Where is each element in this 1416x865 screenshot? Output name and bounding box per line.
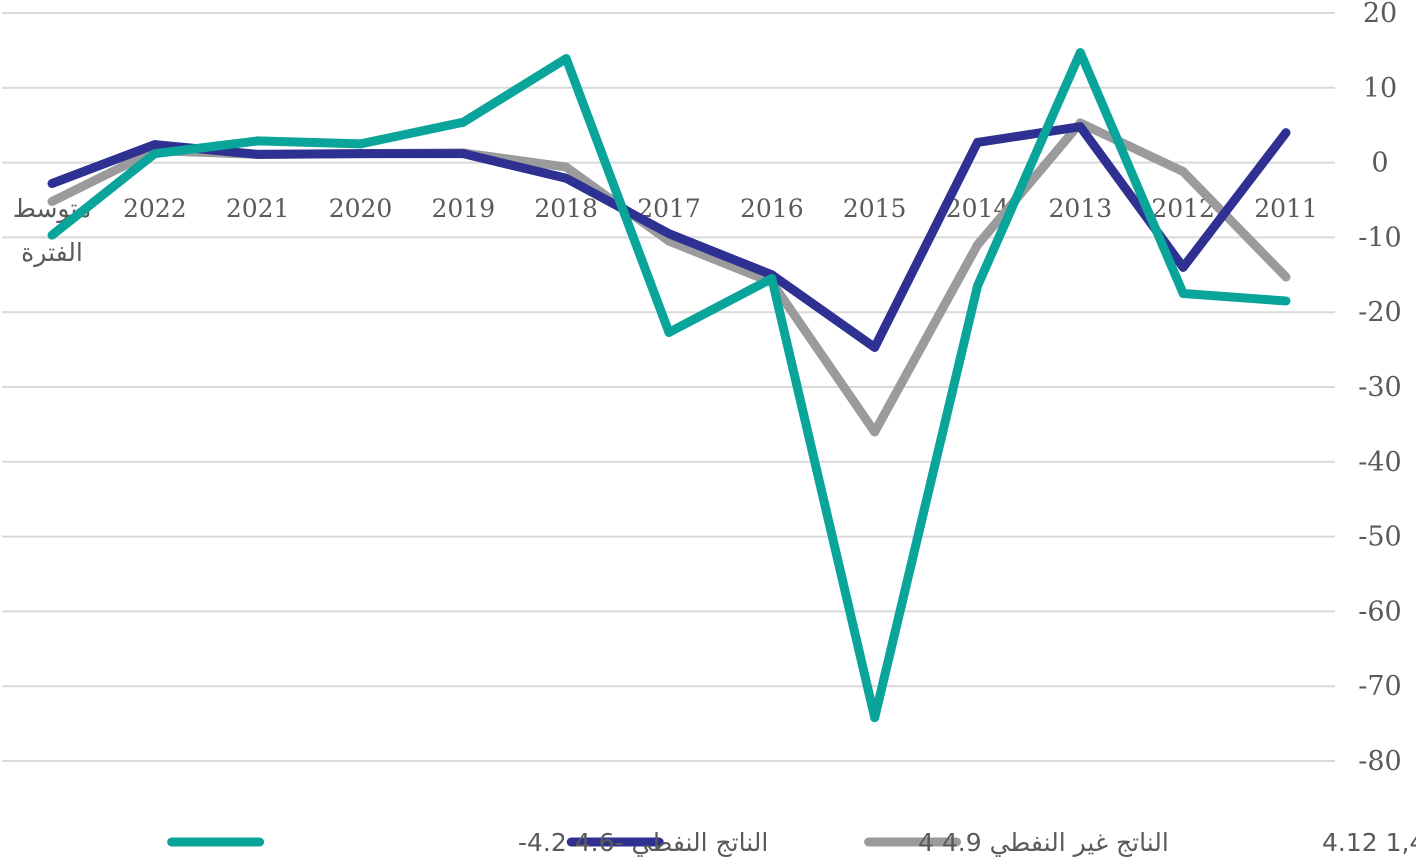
x-tick-label: 2021 <box>226 194 290 223</box>
y-tick-label: -70 <box>1358 671 1401 702</box>
gridlines <box>2 12 1335 762</box>
x-tick-label: 2020 <box>329 194 393 223</box>
data-point <box>1281 128 1291 138</box>
data-point <box>561 54 571 64</box>
legend-label: الناتج النفطي -4.6 4.2- <box>518 828 768 858</box>
x-tick-label: 2015 <box>843 194 907 223</box>
legend-item: الناتج غير النفطي 4.9 4 <box>566 828 1169 858</box>
data-point <box>973 281 982 291</box>
data-point <box>561 162 571 172</box>
data-point <box>253 149 263 159</box>
x-tick-label: 2011 <box>1254 194 1318 223</box>
y-axis-ticks: 20 10 0 -10 -20 -30 -40 -50 -60 -70 -80 <box>1358 0 1401 777</box>
y-tick-label: -40 <box>1358 447 1401 478</box>
y-tick-label: -10 <box>1358 222 1401 253</box>
y-tick-label: 0 <box>1371 148 1388 179</box>
x-tick-label: 2013 <box>1049 194 1113 223</box>
data-point <box>1178 167 1188 177</box>
data-point <box>1178 262 1188 272</box>
y-tick-label: 10 <box>1363 73 1397 104</box>
data-point <box>150 140 160 150</box>
data-point <box>870 713 880 723</box>
y-tick-label: -60 <box>1358 596 1401 627</box>
data-point <box>150 149 160 159</box>
series-line-0 <box>50 118 1290 437</box>
data-point <box>253 136 263 146</box>
data-point <box>1075 122 1085 132</box>
legend-item: الناتج النفطي -4.6 4.2- <box>167 828 768 858</box>
data-point <box>458 149 468 159</box>
y-tick-label: -50 <box>1358 522 1401 553</box>
data-point <box>47 230 57 240</box>
x-tick-label: 2016 <box>740 194 804 223</box>
data-point <box>356 149 365 159</box>
legend-label: الناتج غير النفطي 4.9 4 <box>918 828 1169 858</box>
y-tick-label: -30 <box>1358 372 1401 403</box>
x-tick-label: 2018 <box>534 194 598 223</box>
data-point <box>973 137 982 147</box>
data-point <box>47 179 57 189</box>
series-lines <box>47 48 1291 723</box>
data-point <box>870 342 880 352</box>
data-point <box>1281 272 1291 282</box>
y-tick-label: -20 <box>1358 297 1401 328</box>
legend-item: الناتج المحلى الإجمالي 1,47 4.12 <box>864 828 1416 858</box>
data-point <box>973 240 982 250</box>
data-point <box>664 229 674 239</box>
data-point <box>561 173 571 183</box>
y-tick-label: -80 <box>1358 746 1401 777</box>
data-point <box>664 327 674 337</box>
data-point <box>356 139 365 149</box>
data-point <box>1281 296 1291 306</box>
data-point <box>767 274 777 284</box>
data-point <box>1178 289 1188 298</box>
data-point <box>1075 48 1085 58</box>
x-tick-label: 2019 <box>432 194 496 223</box>
data-point <box>47 196 57 206</box>
x-tick-label: 2022 <box>123 194 187 223</box>
y-tick-label: 20 <box>1363 0 1397 29</box>
legend-label: الناتج المحلى الإجمالي 1,47 4.12 <box>1322 828 1416 858</box>
data-point <box>870 427 880 437</box>
legend: الناتج المحلى الإجمالي 1,47 4.12 الناتج غ… <box>167 828 1416 858</box>
data-point <box>458 117 468 127</box>
